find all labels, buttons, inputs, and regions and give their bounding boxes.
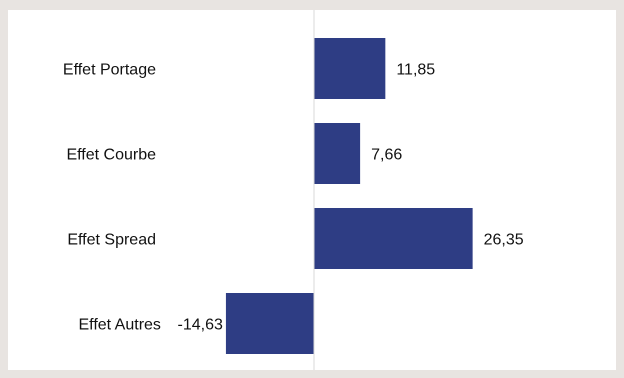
category-label-0: Effet Portage [63, 62, 156, 79]
category-label-3: Effet Autres [79, 317, 161, 334]
bar-2 [314, 208, 473, 269]
bar-3 [225, 293, 314, 354]
bars-layer [225, 38, 473, 354]
bar-chart: Effet Portage 11,85 Effet Courbe 7,66 Effet … [63, 10, 524, 370]
value-label-3: -14,63 [178, 317, 223, 334]
value-label-2: 26,35 [484, 232, 524, 249]
category-label-1: Effet Courbe [66, 147, 156, 164]
bar-1 [314, 123, 361, 184]
labels-layer: Effet Portage 11,85 Effet Courbe 7,66 Effet … [63, 62, 524, 334]
value-label-1: 7,66 [371, 147, 402, 164]
bar-0 [314, 38, 386, 99]
value-label-0: 11,85 [396, 62, 435, 79]
category-label-2: Effet Spread [67, 232, 156, 249]
chart-frame: Effet Portage 11,85 Effet Courbe 7,66 Effet … [8, 10, 616, 370]
